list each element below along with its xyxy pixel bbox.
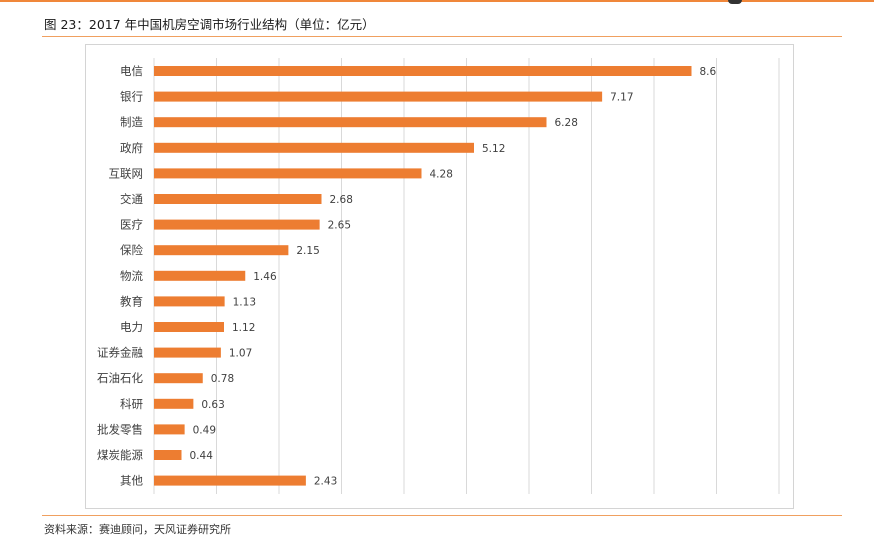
figure-title: 图 23：2017 年中国机房空调市场行业结构（单位：亿元） <box>44 17 375 32</box>
bar <box>154 347 221 358</box>
data-label: 4.28 <box>430 168 453 180</box>
data-label: 1.13 <box>233 296 256 308</box>
data-label: 0.49 <box>193 424 216 436</box>
bar <box>154 398 194 409</box>
source-divider <box>42 515 842 516</box>
bar <box>154 91 603 102</box>
bar <box>154 245 289 256</box>
data-label: 2.15 <box>296 245 319 257</box>
data-label: 1.46 <box>253 271 277 283</box>
category-label: 银行 <box>120 90 143 104</box>
data-label: 0.78 <box>211 373 234 385</box>
data-label: 0.44 <box>190 450 214 462</box>
chart-frame <box>85 44 794 509</box>
category-label: 煤炭能源 <box>97 448 143 462</box>
bar <box>154 142 474 153</box>
bar <box>154 66 692 76</box>
category-label: 物流 <box>120 269 143 283</box>
category-label: 互联网 <box>109 166 144 180</box>
data-label: 2.68 <box>330 194 353 206</box>
bar <box>154 450 182 460</box>
bar <box>154 194 322 204</box>
category-label: 交通 <box>120 192 143 206</box>
title-divider <box>42 36 842 37</box>
top-accent-rule <box>0 0 874 2</box>
data-label: 0.63 <box>201 399 224 411</box>
category-label: 教育 <box>120 294 143 308</box>
category-label: 电信 <box>120 64 143 78</box>
bar <box>154 373 203 384</box>
category-label: 电力 <box>120 320 143 334</box>
category-label: 政府 <box>120 141 143 155</box>
category-label: 石油石化 <box>97 371 143 385</box>
corner-logo-mark <box>728 0 742 4</box>
source-note: 资料来源：赛迪顾问，天风证券研究所 <box>44 523 231 536</box>
data-label: 2.65 <box>328 220 351 232</box>
category-label: 医疗 <box>120 218 143 232</box>
category-label: 制造 <box>120 115 143 129</box>
category-label: 证券金融 <box>97 346 143 360</box>
data-label: 1.07 <box>229 348 252 360</box>
category-label: 科研 <box>120 397 143 411</box>
category-label: 保险 <box>120 243 143 257</box>
bar <box>154 475 306 486</box>
data-label: 1.12 <box>232 322 255 334</box>
bar <box>154 219 320 230</box>
category-label: 其他 <box>120 474 143 488</box>
bar <box>154 296 225 307</box>
data-label: 7.17 <box>610 92 633 104</box>
bar <box>154 270 246 281</box>
category-label: 批发零售 <box>97 422 143 436</box>
bar <box>154 117 547 128</box>
data-label: 5.12 <box>482 143 505 155</box>
bar <box>154 322 224 332</box>
data-label: 8.6 <box>700 66 717 78</box>
bar <box>154 168 422 179</box>
data-label: 2.43 <box>314 476 337 488</box>
bar <box>154 424 185 435</box>
data-label: 6.28 <box>555 117 578 129</box>
